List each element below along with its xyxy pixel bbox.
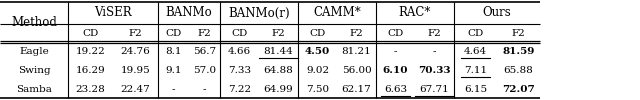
Text: CD: CD — [165, 28, 182, 38]
Text: 64.99: 64.99 — [264, 85, 293, 94]
Text: 16.29: 16.29 — [76, 66, 106, 75]
Text: 7.50: 7.50 — [306, 85, 329, 94]
Text: F2: F2 — [129, 28, 142, 38]
Text: CD: CD — [467, 28, 484, 38]
Text: -: - — [172, 85, 175, 94]
Text: CAMM*: CAMM* — [313, 6, 361, 20]
Text: -: - — [433, 47, 436, 56]
Text: Eagle: Eagle — [19, 47, 49, 56]
Text: CD: CD — [232, 28, 248, 38]
Text: Swing: Swing — [18, 66, 51, 75]
Text: 7.11: 7.11 — [464, 66, 487, 75]
Text: CD: CD — [387, 28, 404, 38]
Text: 81.44: 81.44 — [264, 47, 293, 56]
Text: RAC*: RAC* — [399, 6, 431, 20]
Text: 6.63: 6.63 — [384, 85, 407, 94]
Text: 7.22: 7.22 — [228, 85, 251, 94]
Text: 62.17: 62.17 — [342, 85, 371, 94]
Text: BANMo: BANMo — [166, 6, 212, 20]
Text: 6.10: 6.10 — [383, 66, 408, 75]
Text: F2: F2 — [349, 28, 364, 38]
Text: 19.22: 19.22 — [76, 47, 106, 56]
Text: Ours: Ours — [483, 6, 511, 20]
Text: 72.07: 72.07 — [502, 85, 535, 94]
Text: 6.15: 6.15 — [464, 85, 487, 94]
Text: 9.02: 9.02 — [306, 66, 329, 75]
Text: -: - — [203, 85, 206, 94]
Text: 22.47: 22.47 — [120, 85, 150, 94]
Text: -: - — [394, 47, 397, 56]
Text: Method: Method — [11, 16, 57, 28]
Text: 8.1: 8.1 — [165, 47, 182, 56]
Text: 4.64: 4.64 — [464, 47, 487, 56]
Text: F2: F2 — [198, 28, 211, 38]
Text: 56.7: 56.7 — [193, 47, 216, 56]
Text: 19.95: 19.95 — [120, 66, 150, 75]
Text: CD: CD — [83, 28, 99, 38]
Text: 9.1: 9.1 — [165, 66, 182, 75]
Text: BANMo(r): BANMo(r) — [228, 6, 290, 20]
Text: Samba: Samba — [16, 85, 52, 94]
Text: 70.33: 70.33 — [419, 66, 451, 75]
Text: 67.71: 67.71 — [420, 85, 449, 94]
Text: 64.88: 64.88 — [264, 66, 293, 75]
Text: 81.59: 81.59 — [502, 47, 534, 56]
Text: 23.28: 23.28 — [76, 85, 106, 94]
Text: F2: F2 — [511, 28, 525, 38]
Text: 4.50: 4.50 — [305, 47, 330, 56]
Text: F2: F2 — [428, 28, 442, 38]
Text: 24.76: 24.76 — [120, 47, 150, 56]
Text: 57.0: 57.0 — [193, 66, 216, 75]
Text: 4.66: 4.66 — [228, 47, 251, 56]
Text: 65.88: 65.88 — [504, 66, 533, 75]
Text: 81.21: 81.21 — [342, 47, 371, 56]
Text: 56.00: 56.00 — [342, 66, 371, 75]
Text: ViSER: ViSER — [94, 6, 132, 20]
Text: 7.33: 7.33 — [228, 66, 251, 75]
Text: CD: CD — [309, 28, 326, 38]
Text: F2: F2 — [271, 28, 285, 38]
